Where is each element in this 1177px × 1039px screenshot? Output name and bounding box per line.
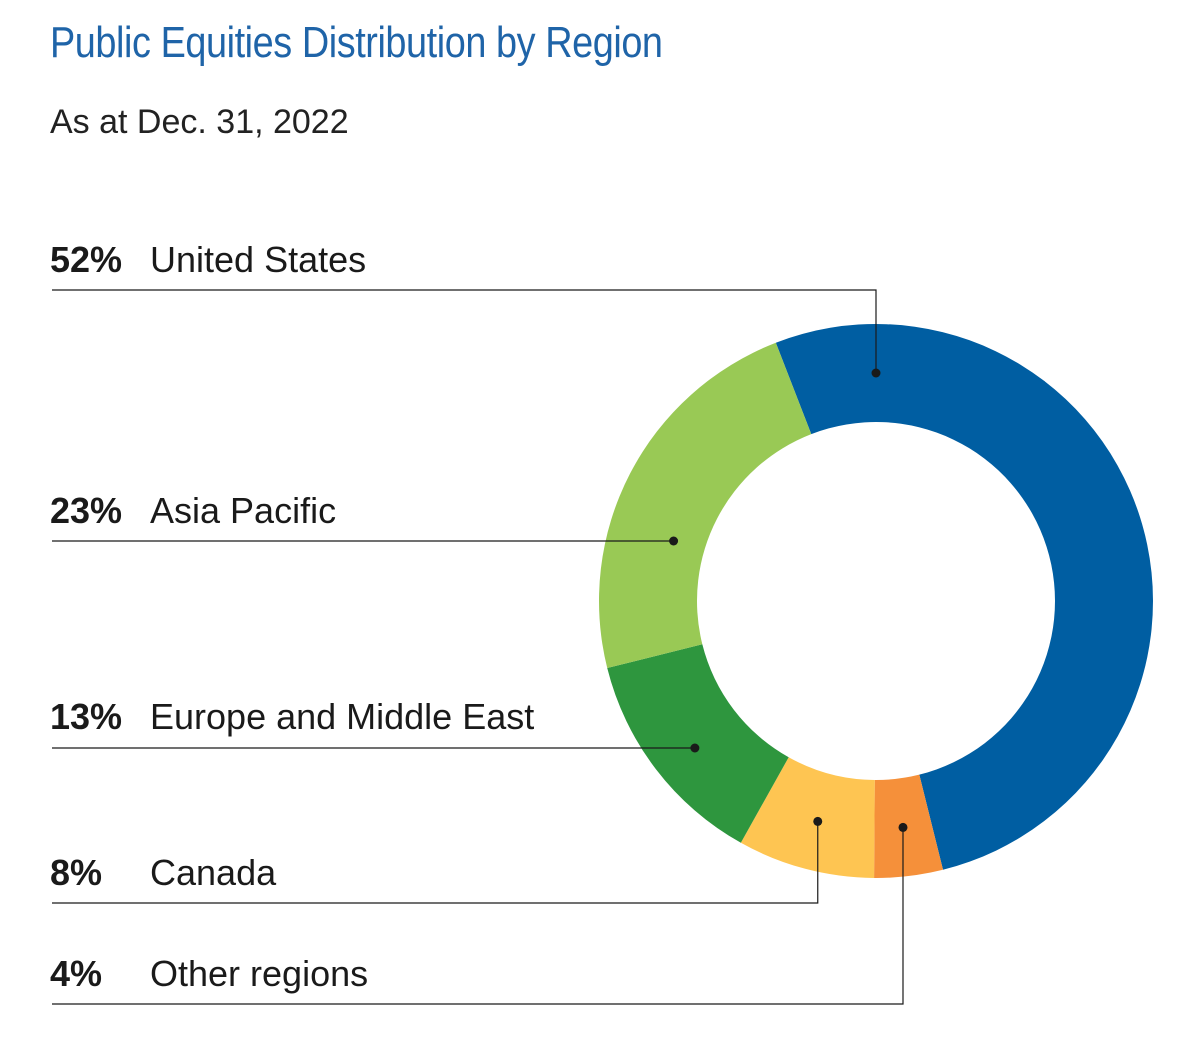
slice-europe-and-middle-east [607, 644, 789, 843]
leader-dot-canada [813, 816, 823, 826]
pct-label-other-regions: 4% [50, 953, 102, 994]
category-label-other-regions: Other regions [150, 953, 368, 994]
category-label-canada: Canada [150, 852, 277, 893]
pct-label-europe-and-middle-east: 13% [50, 696, 122, 737]
leader-dot-europe-and-middle-east [690, 743, 700, 753]
slice-canada [740, 757, 875, 878]
category-label-asia-pacific: Asia Pacific [150, 490, 336, 531]
leader-dot-asia-pacific [669, 536, 679, 546]
legend-labels: 52% United States 23% Asia Pacific 13% Europe… [50, 239, 534, 994]
chart-subtitle: As at Dec. 31, 2022 [50, 103, 349, 141]
chart-title: Public Equities Distribution by Region [50, 18, 663, 67]
leader-line-other-regions [52, 827, 904, 1005]
pct-label-united-states: 52% [50, 239, 122, 280]
slice-other-regions [874, 774, 944, 878]
leader-line-united-states [52, 289, 877, 373]
pct-label-asia-pacific: 23% [50, 490, 122, 531]
donut-slices [599, 324, 1153, 878]
category-label-united-states: United States [150, 239, 366, 280]
leader-dot-other-regions [898, 822, 908, 832]
slice-united-states [775, 324, 1153, 870]
leader-lines [52, 289, 908, 1005]
pct-label-canada: 8% [50, 852, 102, 893]
leader-dot-united-states [871, 368, 881, 378]
slice-asia-pacific [599, 342, 812, 669]
leader-line-canada [52, 821, 819, 904]
category-label-europe-and-middle-east: Europe and Middle East [150, 696, 534, 737]
